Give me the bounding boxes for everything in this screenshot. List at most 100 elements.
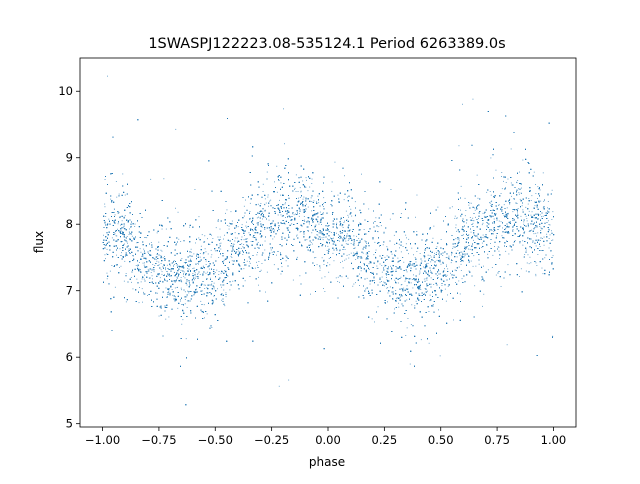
data-point [345,258,347,260]
data-point [472,217,474,219]
data-point [229,222,230,224]
data-point [181,289,182,291]
data-point [384,264,386,266]
data-point [212,238,214,239]
data-point [520,268,522,270]
data-point [392,298,393,299]
data-point [132,288,134,290]
data-point [260,210,261,212]
data-point [257,232,259,234]
data-point [407,288,409,290]
data-point [491,200,493,202]
data-point [334,243,336,245]
data-point [354,215,356,217]
data-point [379,281,381,283]
data-point [341,276,343,278]
data-point [226,225,228,226]
data-point [141,278,143,280]
data-point [369,280,371,282]
data-point [314,214,316,216]
data-point [368,208,370,210]
data-point [530,262,532,264]
data-point [348,216,349,218]
data-point [500,286,502,287]
data-point [283,108,284,110]
data-point [132,255,134,257]
data-point [505,250,507,252]
data-point [440,273,441,275]
data-point [256,217,258,219]
data-point [115,222,116,224]
data-point [507,212,509,214]
data-point [302,180,304,182]
data-point [501,176,502,177]
data-point [187,267,189,269]
data-point [512,229,514,230]
data-point [167,296,168,298]
data-point [501,235,503,237]
data-point [466,222,467,224]
data-point [400,276,402,278]
data-point [230,255,232,257]
data-point [528,210,530,212]
data-point [442,261,444,263]
data-point [436,259,438,261]
data-point [478,218,479,219]
data-point [351,215,353,217]
data-point [310,242,312,243]
data-point [257,242,259,243]
data-point [241,236,243,238]
data-point [532,241,534,243]
data-point [279,199,280,201]
data-point [458,280,460,282]
data-point [318,223,320,225]
data-point [508,253,510,255]
data-point [365,253,367,255]
data-point [446,257,448,259]
data-point [153,271,155,273]
data-point [188,292,190,294]
data-point [295,174,297,176]
data-point [249,211,251,212]
data-point [184,277,186,279]
data-point [552,239,554,241]
data-point [332,237,334,239]
data-point [288,208,290,209]
data-point [477,222,479,224]
data-point [130,277,132,278]
data-point [213,282,215,284]
data-point [116,254,117,256]
data-point [410,324,412,325]
data-point [207,238,208,240]
data-point [303,196,305,198]
data-point [160,263,162,264]
data-point [189,291,191,292]
data-point [441,285,443,286]
data-point [115,231,117,232]
data-point [418,279,419,281]
data-point [446,264,447,266]
data-point [126,241,128,243]
data-point [299,187,301,189]
data-point [166,264,168,266]
data-point [462,229,464,230]
data-point [257,252,258,253]
data-point [270,247,271,249]
data-point [437,277,439,278]
data-point [141,288,143,290]
data-point [458,145,460,147]
data-point [217,219,219,220]
data-point [415,280,417,282]
data-point [219,239,221,240]
data-point [340,262,341,263]
data-point [142,262,144,264]
data-point [148,253,149,254]
data-point [552,255,554,257]
data-point [182,319,184,321]
data-point [350,252,352,254]
data-point [295,191,297,192]
data-point [261,263,263,264]
data-point [189,265,191,267]
data-point [490,201,492,203]
data-point [423,278,425,280]
